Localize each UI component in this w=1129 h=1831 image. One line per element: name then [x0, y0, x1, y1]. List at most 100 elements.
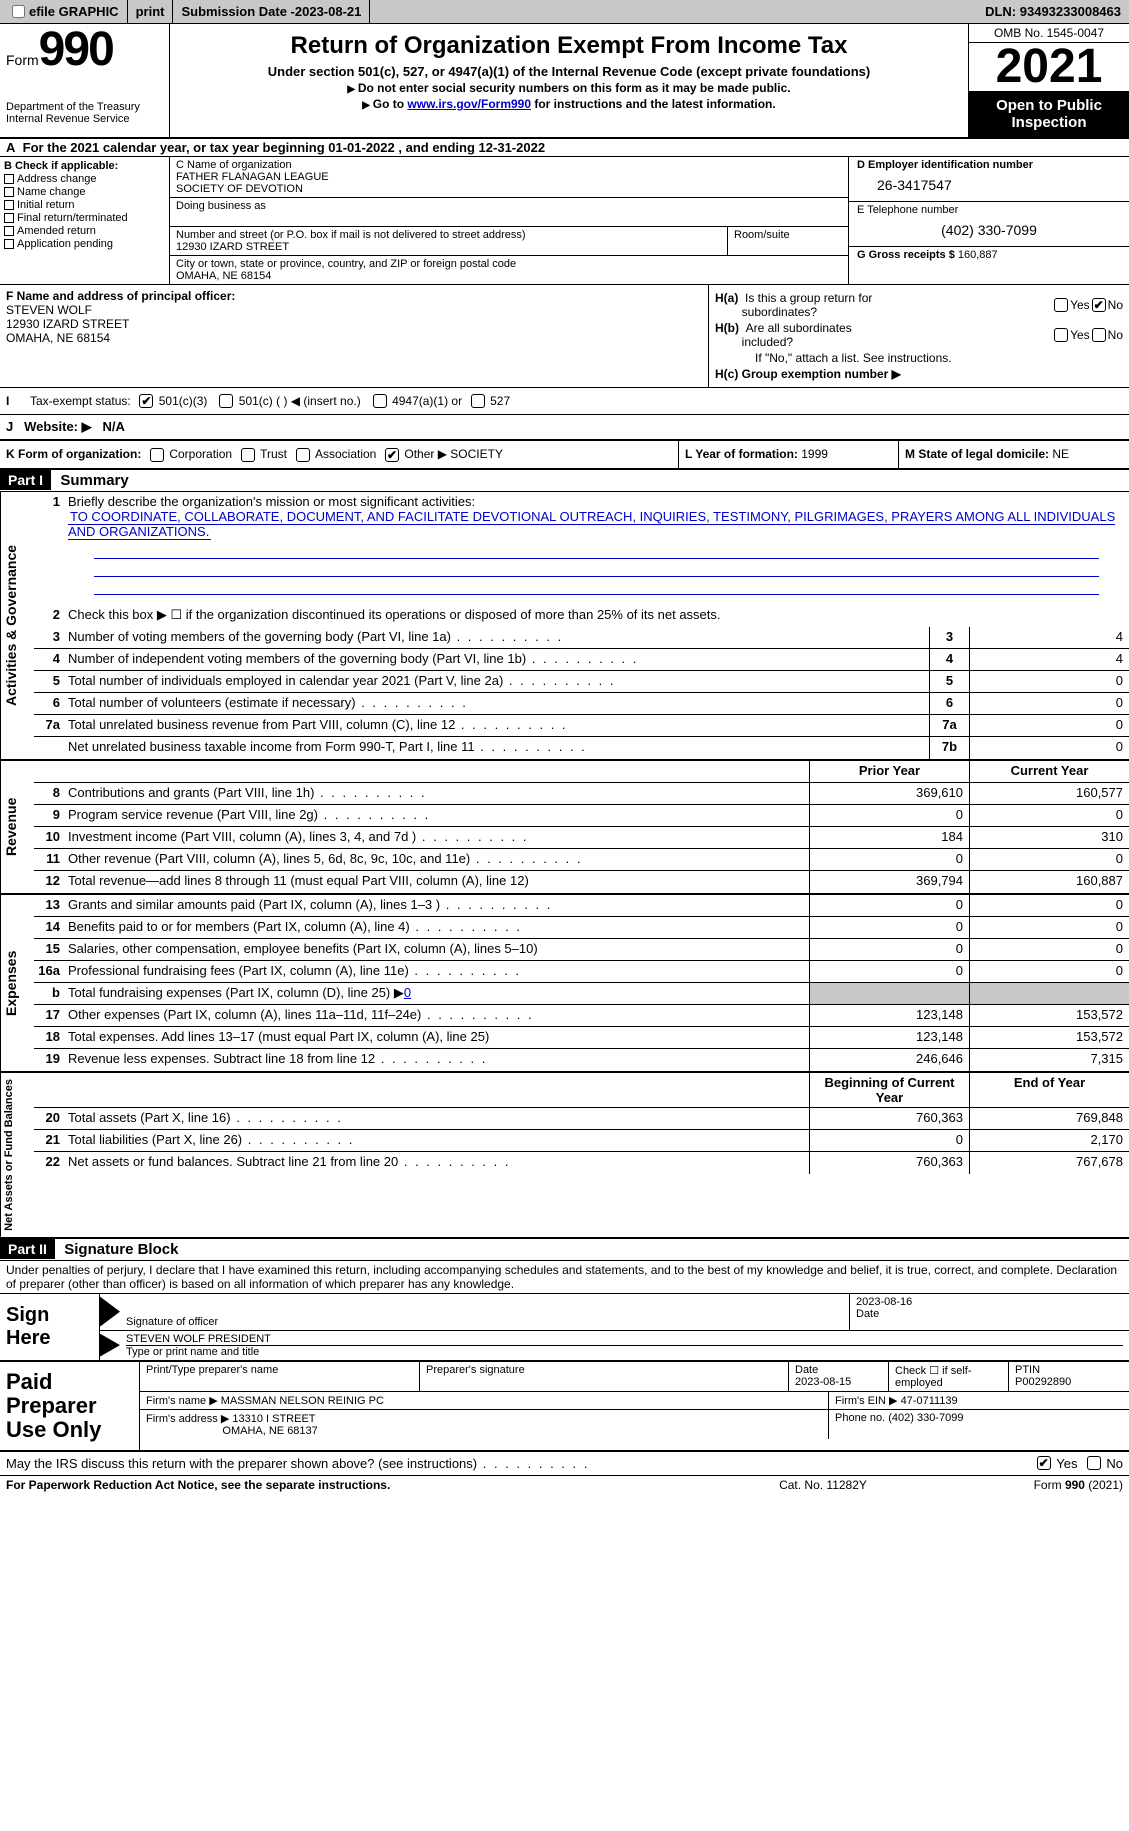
form-subtitle: Under section 501(c), 527, or 4947(a)(1)… [182, 64, 956, 79]
l22-prior: 760,363 [809, 1152, 969, 1174]
initial-return-box[interactable] [4, 200, 14, 210]
Ha-no-box[interactable] [1092, 298, 1106, 312]
phone-cell: E Telephone number (402) 330-7099 [849, 202, 1129, 247]
print-button[interactable]: print [128, 0, 174, 23]
dept-treasury: Department of the Treasury [6, 101, 163, 113]
side-exp: Expenses [0, 895, 34, 1071]
col-begin: Beginning of Current Year [809, 1073, 969, 1107]
part1-title: Summary [54, 470, 134, 491]
footer: For Paperwork Reduction Act Notice, see … [0, 1476, 1129, 1494]
mission-blank-1 [94, 543, 1099, 559]
mission-blank-2 [94, 561, 1099, 577]
assoc: Association [315, 447, 376, 461]
org-name-2: SOCIETY OF DEVOTION [176, 183, 842, 195]
l12-desc: Total revenue—add lines 8 through 11 (mu… [64, 871, 809, 893]
l20-desc: Total assets (Part X, line 16) [64, 1108, 809, 1129]
phone-value: (402) 330-7099 [857, 216, 1121, 244]
submission-value: 2023-08-21 [295, 4, 362, 19]
irs-link[interactable]: www.irs.gov/Form990 [407, 97, 531, 111]
ssn-note: Do not enter social security numbers on … [182, 81, 956, 95]
app-pending: Application pending [17, 238, 113, 250]
sig-date-label: Date [856, 1308, 1123, 1320]
preparer-block: Paid Preparer Use Only Print/Type prepar… [0, 1362, 1129, 1453]
sig-name-cell: STEVEN WOLF PRESIDENT Type or print name… [120, 1331, 1129, 1360]
l18-desc: Total expenses. Add lines 13–17 (must eq… [64, 1027, 809, 1048]
Ha-yes: Yes [1070, 298, 1090, 312]
527-box[interactable] [471, 394, 485, 408]
L-value: 1999 [801, 447, 828, 461]
501c-box[interactable] [219, 394, 233, 408]
row-J: J Website: ▶ N/A [0, 415, 1129, 441]
l16b-curr-gray [969, 983, 1129, 1004]
prep-title: Paid Preparer Use Only [0, 1362, 140, 1451]
corp-box[interactable] [150, 448, 164, 462]
s2-text: Check this box ▶ ☐ if the organization d… [64, 605, 1129, 627]
dba-cell: Doing business as [170, 198, 848, 227]
name-change: Name change [17, 186, 86, 198]
efile-text: efile GRAPHIC [29, 4, 119, 19]
other-box[interactable] [385, 448, 399, 462]
assoc-box[interactable] [296, 448, 310, 462]
sig-arrow-1 [100, 1297, 120, 1327]
trust-box[interactable] [241, 448, 255, 462]
l4-box: 4 [929, 649, 969, 670]
addr-change: Address change [17, 173, 97, 185]
l4-desc: Number of independent voting members of … [64, 649, 929, 670]
l9-curr: 0 [969, 805, 1129, 826]
summary-exp: Expenses 13Grants and similar amounts pa… [0, 895, 1129, 1073]
M-label: M State of legal domicile: [905, 447, 1052, 461]
app-pending-box[interactable] [4, 239, 14, 249]
dln-label: DLN: [985, 4, 1020, 19]
l20-prior: 760,363 [809, 1108, 969, 1129]
4947-box[interactable] [373, 394, 387, 408]
Hb-yes-box[interactable] [1054, 328, 1068, 342]
efile-checkbox[interactable] [12, 5, 25, 18]
l21-prior: 0 [809, 1130, 969, 1151]
Hb-yes: Yes [1070, 328, 1090, 342]
org-name-cell: C Name of organization FATHER FLANAGAN L… [170, 157, 848, 198]
form-header: Form990 Department of the Treasury Inter… [0, 24, 1129, 139]
Ha-yes-box[interactable] [1054, 298, 1068, 312]
addr-change-box[interactable] [4, 174, 14, 184]
firm-addr2: OMAHA, NE 68137 [222, 1425, 317, 1437]
l16a-prior: 0 [809, 961, 969, 982]
Hb-no-box[interactable] [1092, 328, 1106, 342]
L-label: L Year of formation: [685, 447, 801, 461]
irs-label: Internal Revenue Service [6, 113, 163, 125]
l4-num: 4 [34, 649, 64, 670]
l12-num: 12 [34, 871, 64, 893]
name-change-box[interactable] [4, 187, 14, 197]
side-na: Net Assets or Fund Balances [0, 1073, 34, 1237]
other: Other ▶ [404, 447, 447, 461]
discuss-yes-box[interactable] [1037, 1456, 1051, 1470]
L-cell: L Year of formation: 1999 [679, 441, 899, 468]
l19-prior: 246,646 [809, 1049, 969, 1071]
gross-value: 160,887 [958, 249, 998, 261]
l7a-num: 7a [34, 715, 64, 736]
phone-label: E Telephone number [857, 204, 1121, 216]
footer-left: For Paperwork Reduction Act Notice, see … [6, 1478, 723, 1492]
l16a-desc: Professional fundraising fees (Part IX, … [64, 961, 809, 982]
street-value: 12930 IZARD STREET [176, 241, 721, 253]
sig-name-label: Type or print name and title [126, 1346, 1123, 1358]
l19-num: 19 [34, 1049, 64, 1071]
l3-desc: Number of voting members of the governin… [64, 627, 929, 648]
sig-officer-cell: Signature of officer [120, 1294, 849, 1330]
firm-name-value: MASSMAN NELSON REINIG PC [221, 1395, 384, 1407]
part1-header: Part I Summary [0, 470, 1129, 492]
l7b-val: 0 [969, 737, 1129, 759]
l12-prior: 369,794 [809, 871, 969, 893]
final-return-box[interactable] [4, 213, 14, 223]
sig-officer-label: Signature of officer [126, 1316, 843, 1328]
firm-ein-label: Firm's EIN ▶ [835, 1395, 901, 1407]
row-I: I Tax-exempt status: 501(c)(3) 501(c) ( … [0, 388, 1129, 415]
ein-cell: D Employer identification number 26-3417… [849, 157, 1129, 202]
l10-prior: 184 [809, 827, 969, 848]
amended-box[interactable] [4, 226, 14, 236]
501c3-box[interactable] [139, 394, 153, 408]
l17-prior: 123,148 [809, 1005, 969, 1026]
header-mid: Return of Organization Exempt From Incom… [170, 24, 969, 137]
l17-desc: Other expenses (Part IX, column (A), lin… [64, 1005, 809, 1026]
part2-header: Part II Signature Block [0, 1239, 1129, 1261]
discuss-no-box[interactable] [1087, 1456, 1101, 1470]
